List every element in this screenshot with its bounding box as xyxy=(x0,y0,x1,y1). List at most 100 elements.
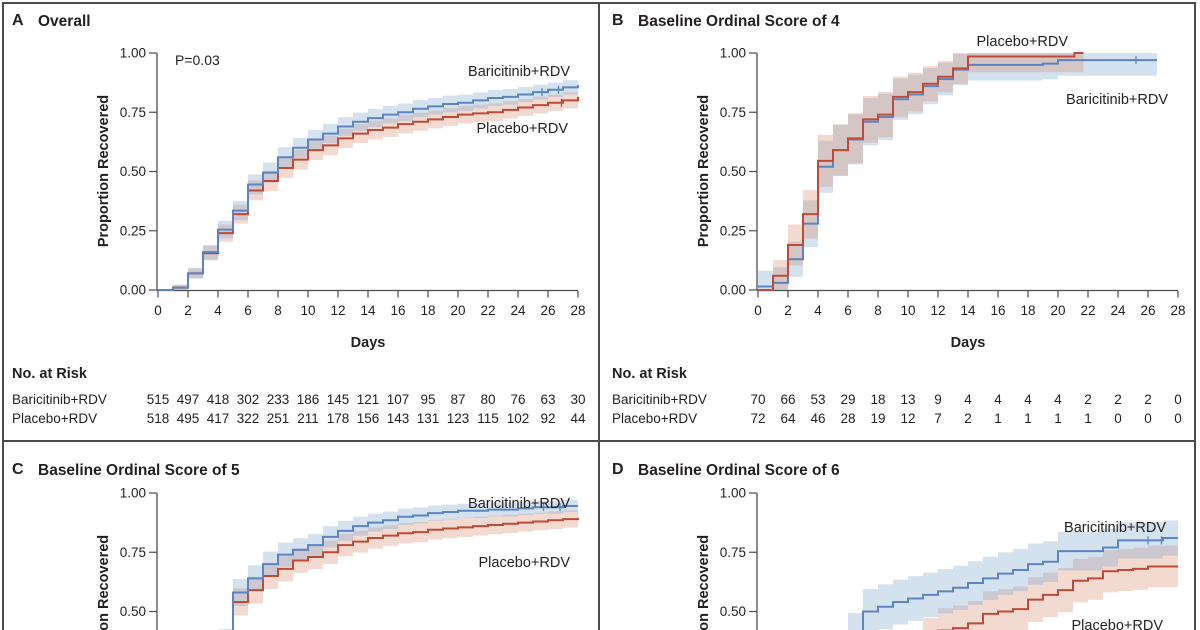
risk-count: 4 xyxy=(1024,392,1032,407)
risk-count: 53 xyxy=(810,392,825,407)
risk-count: 66 xyxy=(780,392,795,407)
risk-count: 4 xyxy=(1054,392,1062,407)
panel-b-chart: Proportion Recovered 1.00 0.75 0.50 0.25 0.00… xyxy=(612,34,1186,426)
panel-b-letter: B xyxy=(612,12,624,29)
treatment-curve-label: Baricitinib+RDV xyxy=(1064,520,1166,536)
risk-count: 143 xyxy=(387,411,410,426)
risk-count: 2 xyxy=(1144,392,1152,407)
risk-count: 123 xyxy=(447,411,470,426)
x-tick-label: 2 xyxy=(784,303,792,318)
x-tick-label: 8 xyxy=(874,303,882,318)
panel-c-chart: Proportion Recovered1.000.750.500.250.00… xyxy=(96,486,579,630)
control-curve-label: Placebo+RDV xyxy=(479,555,571,571)
y-tick-label: 0.25 xyxy=(720,223,746,238)
x-tick-label: 16 xyxy=(990,303,1005,318)
x-tick-label: 26 xyxy=(540,303,555,318)
risk-count: 28 xyxy=(840,411,855,426)
treatment-km-curve xyxy=(862,537,1178,630)
y-tick-label: 0.50 xyxy=(720,164,746,179)
risk-count: 121 xyxy=(357,392,380,407)
y-tick-label: 0.75 xyxy=(720,545,746,560)
x-tick-label: 28 xyxy=(1170,303,1185,318)
risk-count: 1 xyxy=(1084,411,1092,426)
panel-a-title: Overall xyxy=(38,13,91,30)
risk-count: 92 xyxy=(540,411,555,426)
x-tick-label: 10 xyxy=(300,303,315,318)
frame-right xyxy=(1194,2,1196,630)
treatment-confidence-band xyxy=(848,520,1178,630)
risk-count: 46 xyxy=(810,411,825,426)
frame-left xyxy=(2,2,4,630)
control-confidence-band xyxy=(923,545,1178,630)
panel-c: Proportion Recovered1.000.750.500.250.00… xyxy=(0,443,598,630)
risk-count: 76 xyxy=(510,392,525,407)
y-axis-title: Proportion Recovered xyxy=(96,535,112,630)
x-tick-label: 6 xyxy=(844,303,852,318)
panel-d-title: Baseline Ordinal Score of 6 xyxy=(638,462,840,479)
risk-count: 4 xyxy=(994,392,1002,407)
x-tick-label: 10 xyxy=(900,303,915,318)
panel-b-title: Baseline Ordinal Score of 4 xyxy=(638,13,840,30)
risk-count: 107 xyxy=(387,392,410,407)
treatment-confidence-band xyxy=(218,499,578,630)
risk-count: 2 xyxy=(1084,392,1092,407)
risk-count: 9 xyxy=(934,392,942,407)
y-tick-label: 0.75 xyxy=(120,545,146,560)
x-tick-label: 0 xyxy=(754,303,762,318)
risk-count: 418 xyxy=(207,392,230,407)
risk-row-name: Placebo+RDV xyxy=(12,411,97,426)
risk-count: 1 xyxy=(1054,411,1062,426)
control-km-curve xyxy=(758,52,1084,291)
risk-count: 251 xyxy=(267,411,290,426)
y-tick-label: 1.00 xyxy=(120,46,146,61)
risk-count: 19 xyxy=(870,411,885,426)
x-tick-label: 18 xyxy=(420,303,435,318)
risk-row-name: Placebo+RDV xyxy=(612,411,697,426)
risk-count: 30 xyxy=(570,392,585,407)
control-curve-label: Placebo+RDV xyxy=(1072,618,1164,630)
risk-count: 29 xyxy=(840,392,855,407)
risk-count: 4 xyxy=(964,392,972,407)
treatment-km-curve xyxy=(158,84,579,291)
risk-count: 44 xyxy=(570,411,586,426)
x-tick-label: 26 xyxy=(1140,303,1155,318)
treatment-curve-label: Baricitinib+RDV xyxy=(468,64,570,80)
panel-d-chart: Proportion Recovered1.000.750.500.250.00… xyxy=(696,486,1178,630)
panel-a-letter: A xyxy=(12,12,24,29)
panel-c-letter: C xyxy=(12,461,24,478)
x-axis-title: Days xyxy=(351,335,386,351)
control-km-curve xyxy=(937,565,1178,630)
risk-count: 2 xyxy=(964,411,972,426)
x-tick-label: 16 xyxy=(390,303,405,318)
risk-count: 1 xyxy=(1024,411,1032,426)
risk-count: 417 xyxy=(207,411,230,426)
x-tick-label: 14 xyxy=(360,303,376,318)
risk-count: 0 xyxy=(1174,411,1182,426)
x-tick-label: 28 xyxy=(570,303,585,318)
x-tick-label: 6 xyxy=(244,303,252,318)
x-tick-label: 24 xyxy=(1110,303,1126,318)
x-tick-label: 14 xyxy=(960,303,976,318)
risk-count: 63 xyxy=(540,392,555,407)
risk-count: 7 xyxy=(934,411,942,426)
treatment-curve-label: Baricitinib+RDV xyxy=(468,496,570,512)
risk-count: 87 xyxy=(450,392,465,407)
risk-count: 156 xyxy=(357,411,380,426)
p-value-label: P=0.03 xyxy=(175,52,220,68)
panel-b: Proportion Recovered 1.00 0.75 0.50 0.25 0.00… xyxy=(600,3,1196,440)
y-tick-label: 0.00 xyxy=(720,283,746,298)
risk-count: 495 xyxy=(177,411,200,426)
x-axis-title: Days xyxy=(951,335,986,351)
y-tick-label: 0.75 xyxy=(720,105,746,120)
y-tick-label: 0.00 xyxy=(120,283,146,298)
x-tick-label: 22 xyxy=(480,303,495,318)
y-axis-title: Proportion Recovered xyxy=(96,95,112,247)
risk-count: 0 xyxy=(1174,392,1182,407)
risk-count: 518 xyxy=(147,411,170,426)
y-tick-label: 0.50 xyxy=(120,164,146,179)
x-tick-label: 12 xyxy=(930,303,945,318)
x-tick-label: 4 xyxy=(814,303,822,318)
risk-count: 211 xyxy=(297,411,319,426)
risk-count: 70 xyxy=(750,392,765,407)
